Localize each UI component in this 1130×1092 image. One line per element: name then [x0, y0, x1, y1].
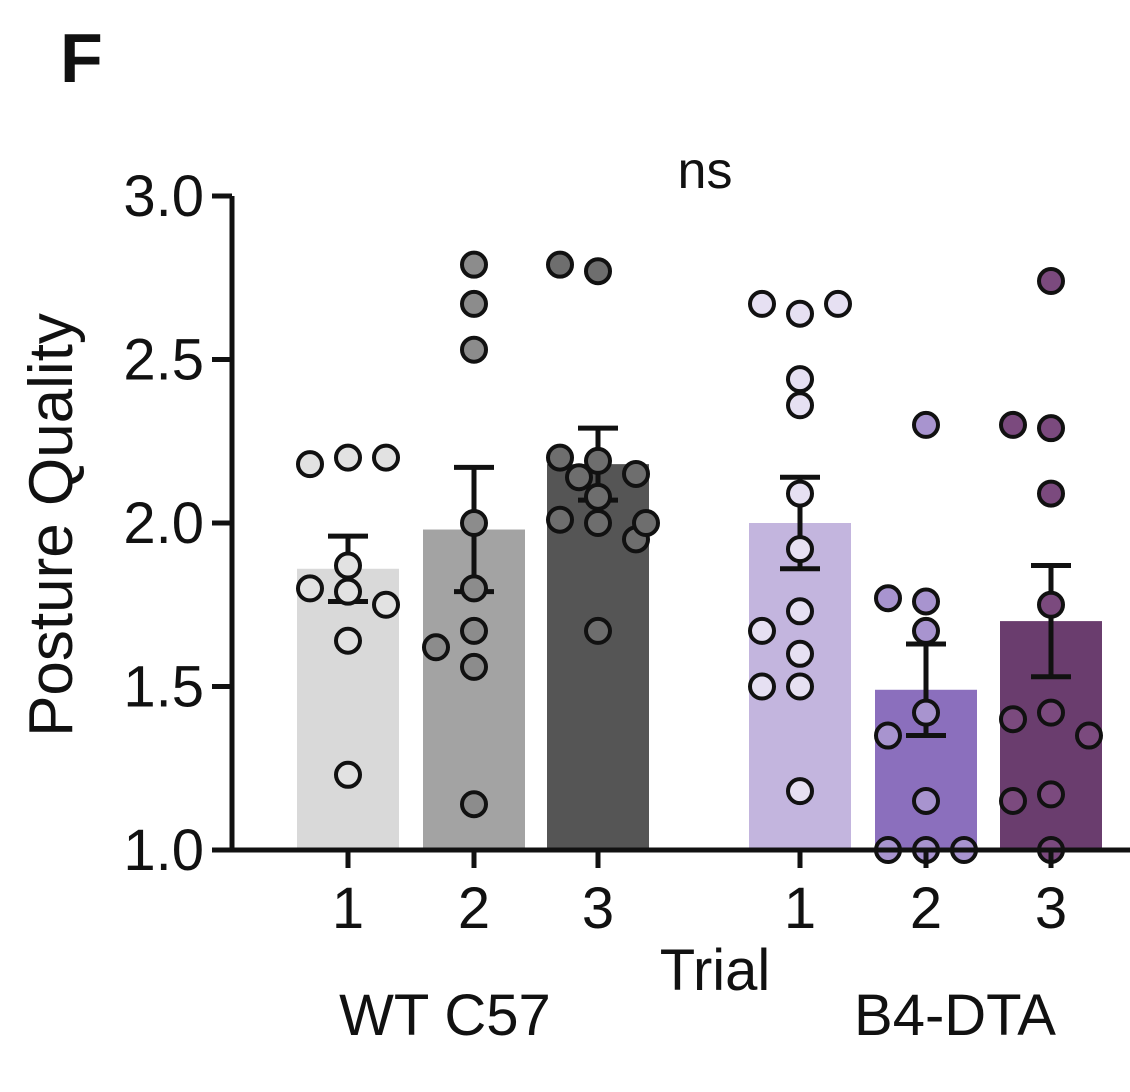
axes-layer: 1 2 3 1 2 3 1.0 1.5 2.0 2.5 3.0: [123, 164, 1130, 941]
data-point: [912, 616, 940, 645]
x-tick-label-4: 1: [784, 876, 816, 941]
data-point: [334, 760, 362, 789]
data-point: [460, 289, 488, 318]
data-point: [546, 443, 574, 472]
data-point: [786, 391, 814, 420]
data-point: [372, 590, 400, 619]
data-point: [912, 410, 940, 439]
panel-label: F: [60, 19, 103, 97]
data-point: [786, 777, 814, 806]
data-point: [334, 626, 362, 655]
data-point: [748, 289, 776, 318]
x-tick-label-6: 3: [1035, 876, 1067, 941]
data-point: [999, 705, 1027, 734]
data-point: [1037, 698, 1065, 727]
data-point: [565, 463, 593, 492]
y-tick-label: 1.5: [123, 655, 204, 720]
data-point: [874, 721, 902, 750]
data-point: [786, 639, 814, 668]
x-axis-label: Trial: [660, 938, 771, 1003]
data-point: [632, 509, 660, 537]
data-point: [999, 410, 1027, 439]
data-point: [786, 672, 814, 701]
data-point: [460, 616, 488, 645]
group-label-wt-c57: WT C57: [339, 983, 551, 1048]
x-tick-label-2: 2: [458, 876, 490, 941]
data-point: [786, 597, 814, 626]
data-point: [460, 790, 488, 819]
data-point: [422, 633, 450, 662]
x-tick-label-3: 3: [582, 876, 614, 941]
data-points-layer: [296, 250, 1103, 864]
data-point: [460, 652, 488, 681]
data-point: [748, 616, 776, 645]
data-point: [1037, 780, 1065, 809]
data-point: [546, 250, 574, 279]
data-point: [460, 335, 488, 364]
data-point: [584, 446, 612, 475]
data-point: [334, 443, 362, 472]
data-point: [296, 574, 324, 603]
data-point: [786, 299, 814, 328]
y-tick-label: 2.5: [123, 328, 204, 393]
y-axis-label: Posture Quality: [17, 313, 86, 737]
data-point: [912, 786, 940, 815]
significance-label: ns: [678, 142, 733, 200]
data-point: [912, 698, 940, 727]
data-point: [584, 616, 612, 645]
data-point: [874, 584, 902, 613]
data-point: [584, 482, 612, 511]
data-point: [1037, 414, 1065, 443]
data-point: [748, 672, 776, 701]
data-point: [824, 289, 852, 318]
data-point: [1075, 721, 1103, 750]
data-point: [334, 577, 362, 606]
data-point: [786, 365, 814, 394]
x-tick-label-1: 1: [332, 876, 364, 941]
data-point: [1037, 479, 1065, 508]
data-point: [296, 450, 324, 479]
data-point: [786, 479, 814, 508]
data-point: [460, 574, 488, 603]
data-point: [372, 443, 400, 472]
data-point: [786, 535, 814, 564]
y-tick-label: 2.0: [123, 491, 204, 556]
y-tick-label: 1.0: [123, 818, 204, 883]
data-point: [622, 459, 650, 488]
data-point: [999, 786, 1027, 815]
data-point: [334, 551, 362, 580]
x-tick-label-5: 2: [910, 876, 942, 941]
data-point: [584, 257, 612, 286]
data-point: [1037, 267, 1065, 296]
data-point: [584, 509, 612, 537]
bars-layer: [297, 464, 1102, 850]
data-point: [460, 509, 488, 537]
data-point: [460, 250, 488, 279]
data-point: [912, 587, 940, 616]
group-label-b4-dta: B4-DTA: [854, 983, 1056, 1048]
data-point: [1037, 590, 1065, 619]
y-tick-label: 3.0: [123, 164, 204, 229]
data-point: [546, 505, 574, 534]
